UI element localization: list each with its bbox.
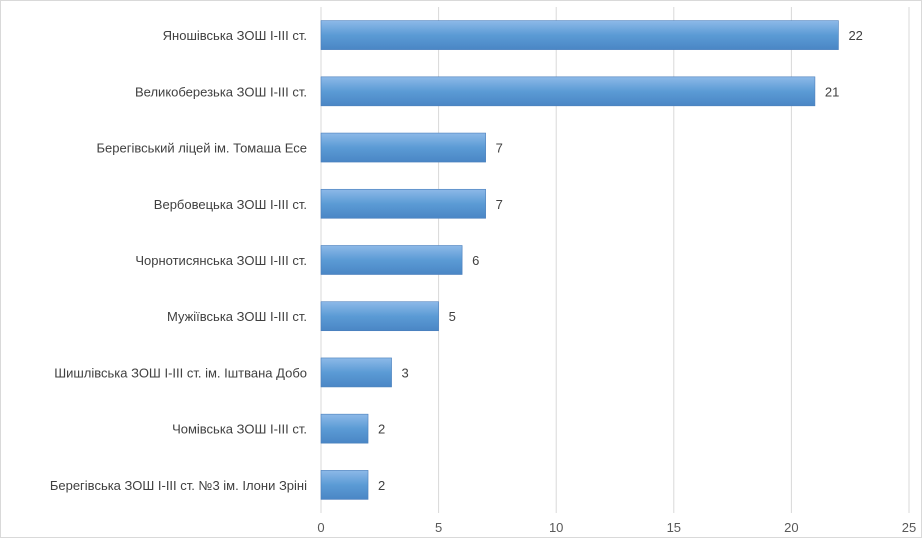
category-label: Чомівська ЗОШ І-ІІІ ст. — [172, 422, 307, 437]
x-tick-label: 20 — [784, 520, 798, 535]
x-tick-label: 15 — [667, 520, 681, 535]
category-label: Великоберезька ЗОШ І-ІІІ ст. — [135, 84, 307, 99]
bar — [320, 76, 816, 107]
data-label: 2 — [378, 478, 385, 493]
bar — [320, 20, 839, 50]
data-label: 7 — [496, 197, 503, 212]
data-label: 22 — [848, 28, 862, 43]
data-label: 7 — [496, 141, 503, 156]
bar — [320, 413, 369, 444]
category-label: Чорнотисянська ЗОШ І-ІІІ ст. — [135, 253, 307, 268]
category-labels: Яношівська ЗОШ І-ІІІ ст. Великоберезька З… — [50, 28, 307, 493]
category-label: Яношівська ЗОШ І-ІІІ ст. — [163, 28, 307, 43]
category-label: Шишлівська ЗОШ І-ІІІ ст. ім. Іштвана Доб… — [54, 365, 307, 380]
data-label: 3 — [402, 365, 409, 380]
category-label: Берегівська ЗОШ І-ІІІ ст. №3 ім. Ілони З… — [50, 478, 307, 493]
bar — [320, 188, 486, 219]
category-label: Вербовецька ЗОШ І-ІІІ ст. — [154, 197, 307, 212]
category-label: Берегівський ліцей ім. Томаша Есе — [97, 141, 307, 156]
x-tick-label: 0 — [317, 520, 324, 535]
bar — [320, 132, 486, 163]
x-axis-ticks: 0 5 10 15 20 25 — [317, 520, 916, 535]
category-label: Мужіївська ЗОШ І-ІІІ ст. — [167, 309, 307, 324]
data-label: 21 — [825, 84, 839, 99]
bar — [320, 357, 392, 388]
bar — [320, 301, 439, 332]
bar — [320, 245, 463, 275]
data-label: 6 — [472, 253, 479, 268]
x-tick-label: 5 — [435, 520, 442, 535]
x-tick-label: 10 — [549, 520, 563, 535]
bars — [320, 20, 839, 500]
data-label: 5 — [449, 309, 456, 324]
bar — [320, 470, 369, 500]
data-label: 2 — [378, 422, 385, 437]
x-tick-label: 25 — [902, 520, 916, 535]
